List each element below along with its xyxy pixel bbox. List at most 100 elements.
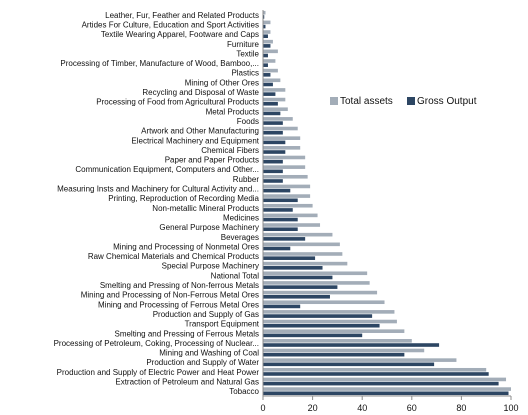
category-label: Paper and Paper Products (165, 156, 259, 165)
category-label: Electrical Machinery and Equipment (131, 136, 259, 145)
bar-total-assets (263, 223, 321, 227)
bar-gross-output (263, 237, 306, 241)
category-label: Processing of Petroleum, Coking, Process… (54, 339, 259, 348)
category-label: Mining and Washing of Coal (159, 349, 259, 358)
bar-gross-output (263, 352, 405, 357)
legend-label: Gross Output (417, 96, 477, 107)
bar-gross-output (263, 208, 293, 212)
category-label: Beverages (221, 233, 259, 242)
bar-total-assets (263, 367, 487, 372)
category-label: Raw Chemical Materials and Chemical Prod… (88, 252, 259, 261)
bar-gross-output (263, 121, 283, 125)
category-label: Production and Supply of Gas (153, 310, 259, 319)
x-tick-label: 60 (407, 403, 417, 413)
bar-total-assets (263, 174, 308, 179)
bar-gross-output (263, 217, 298, 222)
bar-gross-output (263, 343, 440, 347)
category-label: Furniture (227, 40, 260, 49)
bar-gross-output (263, 227, 298, 232)
bar-gross-output (263, 198, 298, 203)
bar-gross-output (263, 285, 338, 289)
bar-gross-output (263, 111, 281, 116)
bar-gross-output (263, 15, 265, 19)
bar-total-assets (263, 203, 313, 208)
bars (263, 10, 511, 396)
bar-total-assets (263, 348, 425, 353)
category-label: Foods (237, 117, 259, 126)
bar-gross-output (263, 140, 286, 145)
x-tick-label: 80 (456, 403, 466, 413)
category-label: Measuring Insts and Machinery for Cultur… (57, 185, 259, 194)
legend-label: Total assets (340, 96, 393, 107)
bar-total-assets (263, 39, 273, 44)
bar-total-assets (263, 310, 395, 314)
bar-total-assets (263, 49, 278, 54)
bar-gross-output (263, 275, 333, 280)
bar-total-assets (263, 213, 318, 218)
bar-total-assets (263, 387, 511, 391)
bar-gross-output (263, 304, 301, 309)
bar-total-assets (263, 59, 276, 63)
bar-total-assets (263, 126, 298, 131)
bar-total-assets (263, 319, 397, 324)
bar-gross-output (263, 256, 316, 260)
category-label: Communication Equipment, Computers and O… (75, 165, 259, 174)
bar-gross-output (263, 188, 291, 193)
bar-gross-output (263, 63, 268, 67)
x-tick-label: 20 (308, 403, 318, 413)
bar-gross-output (263, 101, 278, 106)
category-label: Mining and Processing of Non-Ferrous Met… (81, 291, 259, 300)
bar-total-assets (263, 281, 370, 285)
bar-total-assets (263, 329, 405, 333)
bar-total-assets (263, 300, 385, 305)
bar-gross-output (263, 92, 276, 96)
bar-gross-output (263, 34, 268, 39)
category-label: Mining of Other Ores (185, 78, 259, 87)
category-label: Smelting and Pressing of Ferrous Metals (114, 329, 259, 338)
bar-total-assets (263, 78, 281, 83)
bar-total-assets (263, 165, 306, 169)
bar-total-assets (263, 146, 301, 150)
bar-total-assets (263, 377, 507, 382)
bar-gross-output (263, 179, 283, 183)
category-label: Mining and Processing of Ferrous Metal O… (98, 300, 259, 309)
category-label: Medicines (223, 213, 259, 222)
bar-total-assets (263, 252, 343, 256)
category-label: Plastics (231, 69, 259, 78)
bar-total-assets (263, 232, 333, 237)
category-label: Recycling and Disposal of Waste (142, 88, 259, 97)
category-label: Textile (236, 49, 259, 58)
category-label: Textile Wearing Apparel, Footware and Ca… (101, 30, 259, 39)
bar-total-assets (263, 290, 378, 295)
legend: Total assets Gross Output (330, 96, 477, 107)
category-label: Tobacco (229, 387, 259, 396)
bar-gross-output (263, 246, 291, 251)
category-label: Processing of Food from Agricultural Pro… (96, 98, 259, 107)
category-label: Production and Supply of Electric Power … (57, 368, 260, 377)
legend-swatch (330, 97, 338, 105)
bar-total-assets (263, 10, 266, 15)
bar-total-assets (263, 20, 271, 25)
bar-gross-output (263, 169, 283, 174)
legend-swatch (407, 97, 415, 105)
bar-total-assets (263, 261, 348, 266)
x-tick-label: 40 (357, 403, 367, 413)
category-label: Processing of Timber, Manufacture of Woo… (60, 59, 259, 68)
bar-total-assets (263, 107, 288, 112)
x-axis: 0 20 40 60 80 100 (260, 10, 519, 413)
bar-total-assets (263, 358, 457, 362)
x-tick-label: 0 (260, 403, 265, 413)
bar-total-assets (263, 155, 306, 160)
bar-gross-output (263, 294, 330, 299)
bar-gross-output (263, 381, 499, 386)
bar-gross-output (263, 266, 323, 270)
bar-gross-output (263, 391, 509, 396)
category-label: Rubber (233, 175, 260, 184)
category-label: Special Purpose Machinery (162, 262, 259, 271)
bar-gross-output (263, 362, 435, 367)
category-label: Artwork and Other Manufacturing (141, 127, 259, 136)
category-label: Artides For Culture, Education and Sport… (82, 20, 259, 29)
bar-gross-output (263, 53, 268, 58)
bar-gross-output (263, 82, 273, 87)
bar-gross-output (263, 323, 380, 328)
